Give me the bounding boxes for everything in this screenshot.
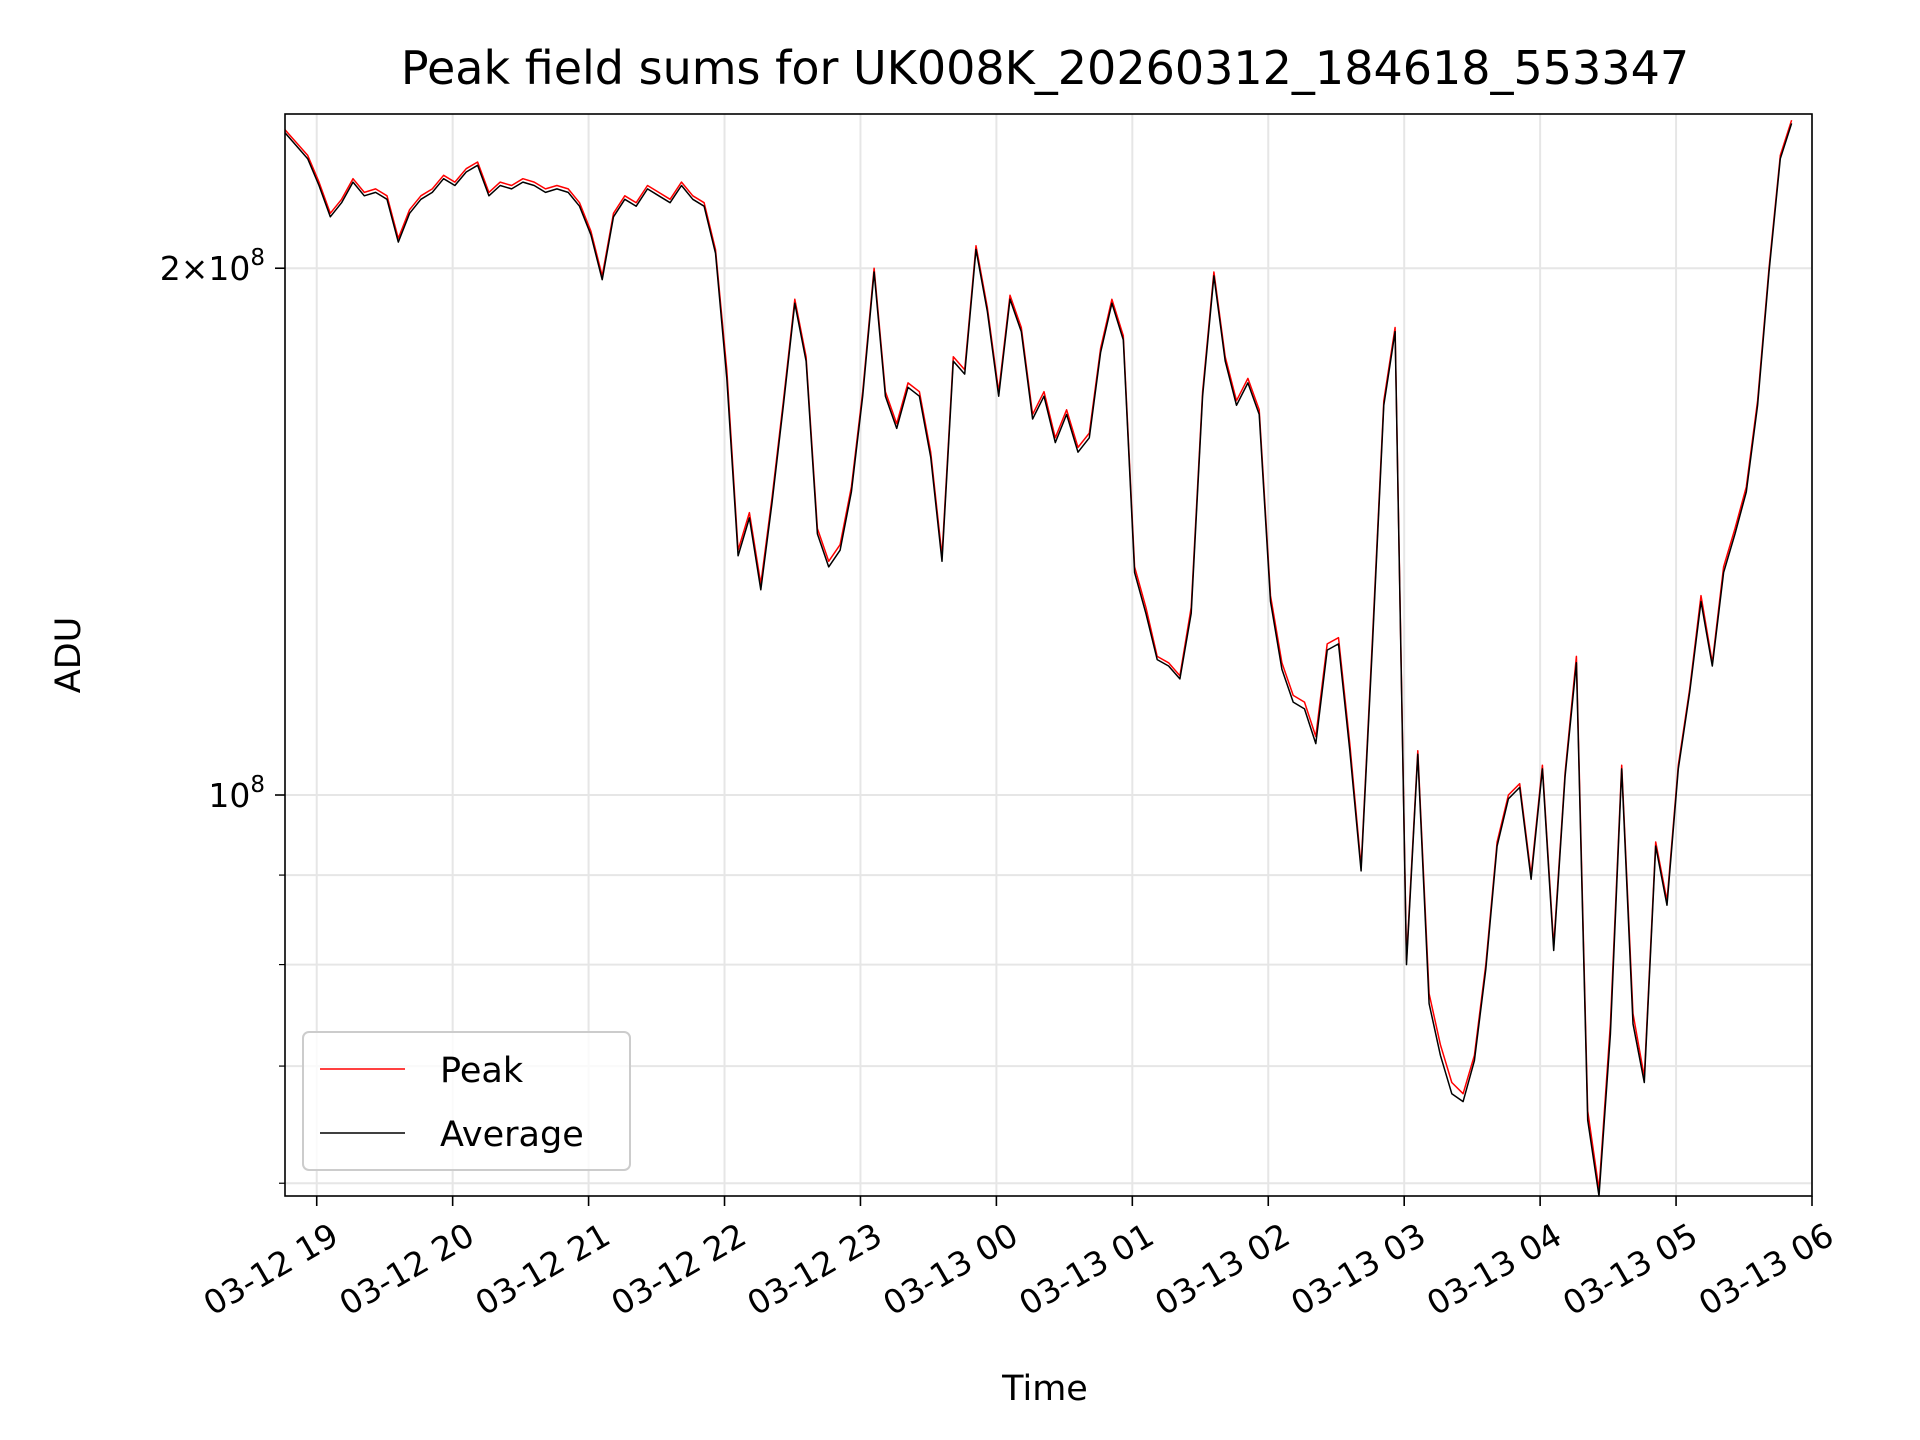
x-axis-label: Time: [1001, 1369, 1088, 1409]
series-line-average: [284, 123, 1793, 1197]
legend-average-label: Average: [440, 1115, 584, 1155]
legend: Peak Average: [302, 1031, 631, 1171]
plot-frame: [284, 113, 1813, 1197]
series-lines: [284, 119, 1793, 1197]
y-tick-label: 108: [208, 772, 265, 815]
y-tick-label: 2×108: [160, 245, 265, 288]
legend-peak-label: Peak: [440, 1051, 524, 1091]
y-axis-label: ADU: [49, 617, 89, 694]
chart-title: Peak field sums for UK008K_20260312_1846…: [401, 41, 1689, 95]
series-line-peak: [284, 119, 1793, 1191]
legend-box: [302, 1031, 631, 1171]
